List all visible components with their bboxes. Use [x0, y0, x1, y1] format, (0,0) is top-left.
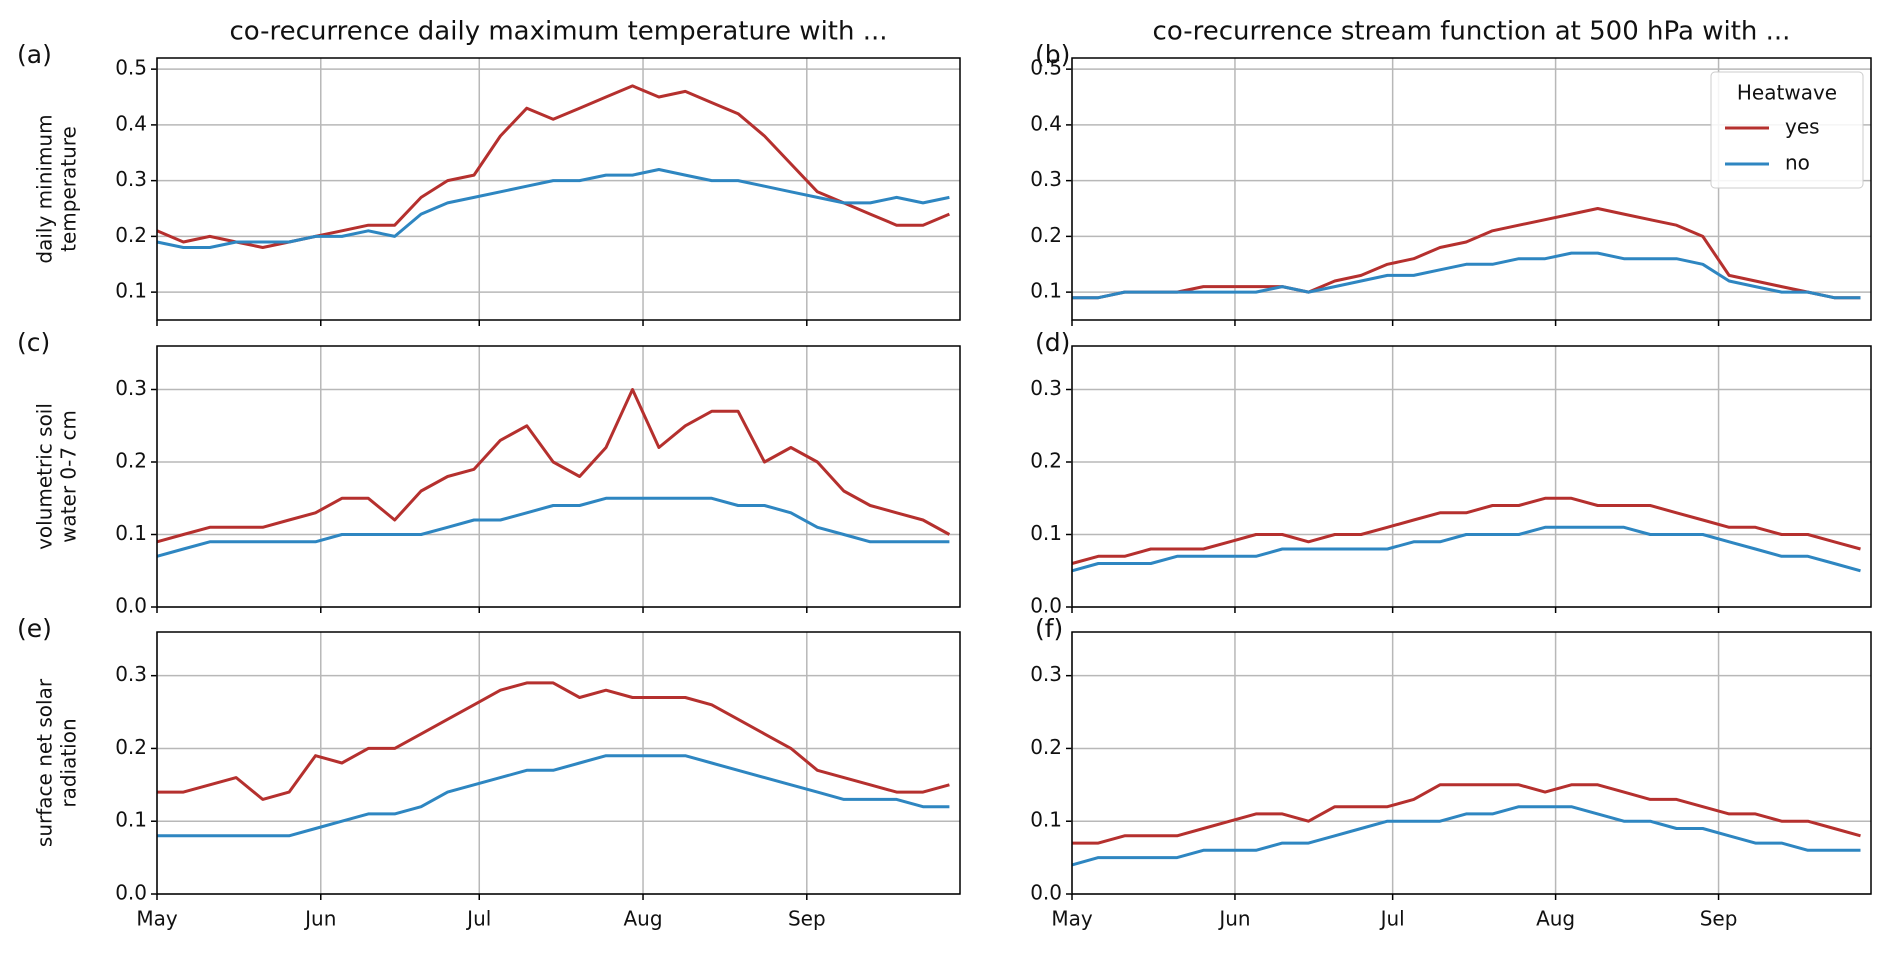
y-tick-label: 0.1	[115, 808, 147, 832]
y-tick-label: 0.1	[1030, 279, 1062, 303]
series-line	[157, 754, 950, 838]
x-tick-label: Jun	[1217, 907, 1250, 931]
plot-frame	[1071, 57, 1872, 321]
series-line	[1071, 496, 1861, 565]
panel-label: (d)	[1035, 328, 1070, 357]
y-tick-label: 0.3	[115, 662, 147, 686]
panel-label: (b)	[1035, 40, 1070, 69]
legend-box	[1710, 71, 1864, 189]
legend-title: Heatwave	[1737, 81, 1837, 105]
y-tick-label: 0.2	[115, 223, 147, 247]
panel-label: (f)	[1035, 614, 1063, 643]
series-line	[1072, 251, 1861, 300]
y-tick-label: 0.3	[1030, 167, 1062, 191]
y-tick-label: 0.1	[1030, 808, 1062, 832]
series-line	[1072, 207, 1861, 300]
panel: 0.0 0.1 0.2 0.3 (d)	[1030, 328, 1872, 618]
x-tick-label: Jun	[303, 907, 336, 931]
x-tick-label: Aug	[623, 907, 662, 931]
legend-label: no	[1785, 151, 1810, 175]
plot-frame	[1071, 345, 1872, 608]
y-axis-label: radiation	[57, 718, 81, 807]
y-axis-label: water 0-7 cm	[57, 410, 81, 543]
y-tick-label: 0.3	[1030, 662, 1062, 686]
x-tick-label: Sep	[1700, 907, 1738, 931]
y-tick-label: 0.5	[1030, 56, 1062, 80]
plot-frame	[156, 57, 961, 321]
y-tick-label: 0.0	[1030, 881, 1062, 905]
x-tick-label: May	[136, 907, 178, 931]
y-tick-label: 0.1	[115, 521, 147, 545]
plot-frame	[156, 631, 961, 895]
series-line	[1072, 783, 1861, 845]
series-line	[1071, 525, 1861, 573]
plot-frame	[1071, 631, 1872, 895]
panel-title: co-recurrence daily maximum temperature …	[229, 17, 887, 47]
x-tick-label: Jul	[465, 907, 491, 931]
panel-title: co-recurrence stream function at 500 hPa…	[1153, 17, 1791, 47]
y-tick-label: 0.3	[115, 376, 147, 400]
y-tick-label: 0.0	[115, 594, 147, 618]
panel-label: (a)	[17, 40, 52, 69]
y-tick-label: 0.2	[115, 735, 147, 759]
series-line	[157, 681, 950, 801]
y-axis-label: surface net solar	[33, 678, 57, 847]
y-tick-label: 0.1	[115, 279, 147, 303]
x-tick-label: Sep	[788, 907, 826, 931]
y-tick-label: 0.2	[1030, 735, 1062, 759]
x-tick-label: Aug	[1536, 907, 1575, 931]
y-tick-label: 0.5	[115, 56, 147, 80]
y-tick-label: 0.0	[1030, 594, 1062, 618]
y-tick-label: 0.2	[115, 449, 147, 473]
y-tick-label: 0.2	[1030, 223, 1062, 247]
plot-frame	[156, 345, 961, 608]
series-line	[1071, 805, 1861, 867]
y-tick-label: 0.0	[115, 881, 147, 905]
y-axis-label: daily minimum	[33, 114, 57, 263]
series-line	[156, 388, 951, 544]
y-tick-label: 0.4	[1030, 111, 1062, 135]
panel: 0.0 0.1 0.2 0.3 May Jun Jul Aug Sep (f)	[1030, 614, 1872, 931]
panel: 0.1 0.2 0.3 0.4 0.5(b) co-recurrence stream f…	[1030, 17, 1872, 326]
y-tick-label: 0.3	[115, 167, 147, 191]
y-tick-label: 0.2	[1030, 449, 1062, 473]
y-tick-label: 0.1	[1030, 521, 1062, 545]
panel-label: (e)	[17, 614, 52, 643]
panel: 0.0 0.1 0.2 0.3 (c) volumetric soil water 0-7 …	[17, 328, 961, 618]
legend-label: yes	[1785, 115, 1820, 139]
x-tick-label: May	[1051, 907, 1093, 931]
panel: 0.0 0.1 0.2 0.3 May Jun Jul Aug Sep (e) surface ne…	[17, 614, 961, 931]
series-line	[156, 84, 950, 249]
series-line	[156, 168, 950, 249]
y-tick-label: 0.3	[1030, 376, 1062, 400]
panel: 0.1 0.2 0.3 0.4 0.5 (a) co-recurrence daily ma…	[17, 17, 961, 326]
y-tick-label: 0.4	[115, 111, 147, 135]
panel-label: (c)	[17, 328, 50, 357]
y-axis-label: volumetric soil	[33, 403, 57, 550]
y-axis-label: temperature	[57, 126, 81, 252]
series-line	[156, 496, 950, 558]
x-tick-label: Jul	[1379, 907, 1405, 931]
